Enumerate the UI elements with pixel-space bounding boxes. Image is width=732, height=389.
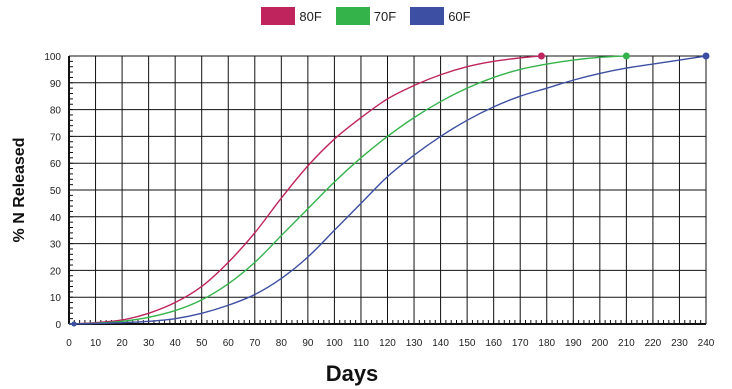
- legend-label-60f: 60F: [448, 8, 471, 24]
- legend-label-70f: 70F: [373, 8, 397, 24]
- x-tick-label-0: 0: [66, 338, 72, 349]
- x-tick-label-80: 80: [276, 338, 288, 349]
- x-tick-label-90: 90: [302, 338, 314, 349]
- x-tick-label-170: 170: [512, 338, 529, 349]
- series-line-60f: [68, 55, 707, 325]
- x-tick-label-120: 120: [379, 338, 396, 349]
- y-tick-label-50: 50: [50, 186, 62, 197]
- y-axis-title: % N Released: [11, 138, 28, 243]
- x-tick-label-70: 70: [249, 338, 261, 349]
- series-start-point-60f: [71, 321, 77, 327]
- legend: 80F 70F 60F: [0, 7, 732, 25]
- series-line-70f: [68, 55, 627, 325]
- x-tick-label-60: 60: [223, 338, 235, 349]
- x-tick-label-220: 220: [645, 338, 662, 349]
- legend-swatch-60f: [410, 7, 445, 25]
- x-tick-label-100: 100: [326, 338, 343, 349]
- legend-label-80f: 80F: [299, 8, 322, 24]
- legend-swatch-70f: [335, 7, 370, 25]
- y-tick-label-10: 10: [50, 293, 62, 304]
- x-tick-label-130: 130: [406, 338, 423, 349]
- x-axis-title: Days: [326, 361, 379, 386]
- x-tick-label-200: 200: [591, 338, 608, 349]
- x-tick-label-150: 150: [459, 338, 476, 349]
- series-end-point-70f: [622, 52, 630, 60]
- x-tick-label-230: 230: [671, 338, 688, 349]
- series-end-point-80f: [537, 52, 545, 60]
- series-layer: [68, 52, 710, 327]
- x-tick-label-190: 190: [565, 338, 582, 349]
- legend-swatch-80f: [261, 7, 296, 25]
- x-tick-label-20: 20: [117, 338, 129, 349]
- x-tick-label-140: 140: [432, 338, 449, 349]
- x-tick-label-30: 30: [143, 338, 155, 349]
- x-tick-label-240: 240: [698, 338, 715, 349]
- series-line-80f: [68, 55, 542, 325]
- y-tick-label-100: 100: [44, 52, 61, 63]
- grid: [68, 55, 707, 325]
- y-tick-label-20: 20: [50, 266, 62, 277]
- x-tick-label-110: 110: [353, 338, 369, 349]
- x-tick-label-210: 210: [618, 338, 635, 349]
- y-tick-label-40: 40: [50, 213, 62, 224]
- y-tick-label-90: 90: [50, 79, 62, 90]
- legend-item-70f: 70F: [335, 7, 397, 25]
- series-end-point-60f: [702, 52, 710, 60]
- legend-item-80f: 80F: [261, 7, 322, 25]
- x-tick-label-40: 40: [170, 338, 182, 349]
- y-tick-label-70: 70: [50, 132, 62, 143]
- legend-item-60f: 60F: [410, 7, 471, 25]
- y-tick-label-60: 60: [50, 159, 62, 170]
- tick-labels: 0 10 20 30 40 50 60 70 80 90 100 110 120 130 140 150 160…: [44, 52, 714, 349]
- y-tick-label-0: 0: [55, 320, 61, 331]
- y-tick-label-80: 80: [50, 106, 62, 117]
- x-tick-label-50: 50: [196, 338, 208, 349]
- x-tick-label-10: 10: [90, 338, 102, 349]
- y-tick-label-30: 30: [50, 240, 62, 251]
- x-tick-label-160: 160: [485, 338, 502, 349]
- x-tick-label-180: 180: [538, 338, 555, 349]
